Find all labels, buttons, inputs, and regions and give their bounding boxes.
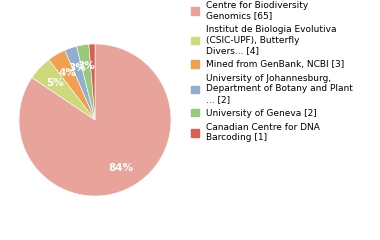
Wedge shape xyxy=(19,44,171,196)
Wedge shape xyxy=(77,44,95,120)
Wedge shape xyxy=(49,50,95,120)
Wedge shape xyxy=(65,46,95,120)
Wedge shape xyxy=(89,44,95,120)
Wedge shape xyxy=(32,60,95,120)
Text: 3%: 3% xyxy=(77,61,95,71)
Text: 84%: 84% xyxy=(108,163,133,173)
Text: 3%: 3% xyxy=(68,63,86,73)
Text: 4%: 4% xyxy=(59,68,76,78)
Text: 5%: 5% xyxy=(46,78,64,88)
Legend: Centre for Biodiversity
Genomics [65], Institut de Biologia Evolutiva
(CSIC-UPF): Centre for Biodiversity Genomics [65], I… xyxy=(190,0,354,143)
